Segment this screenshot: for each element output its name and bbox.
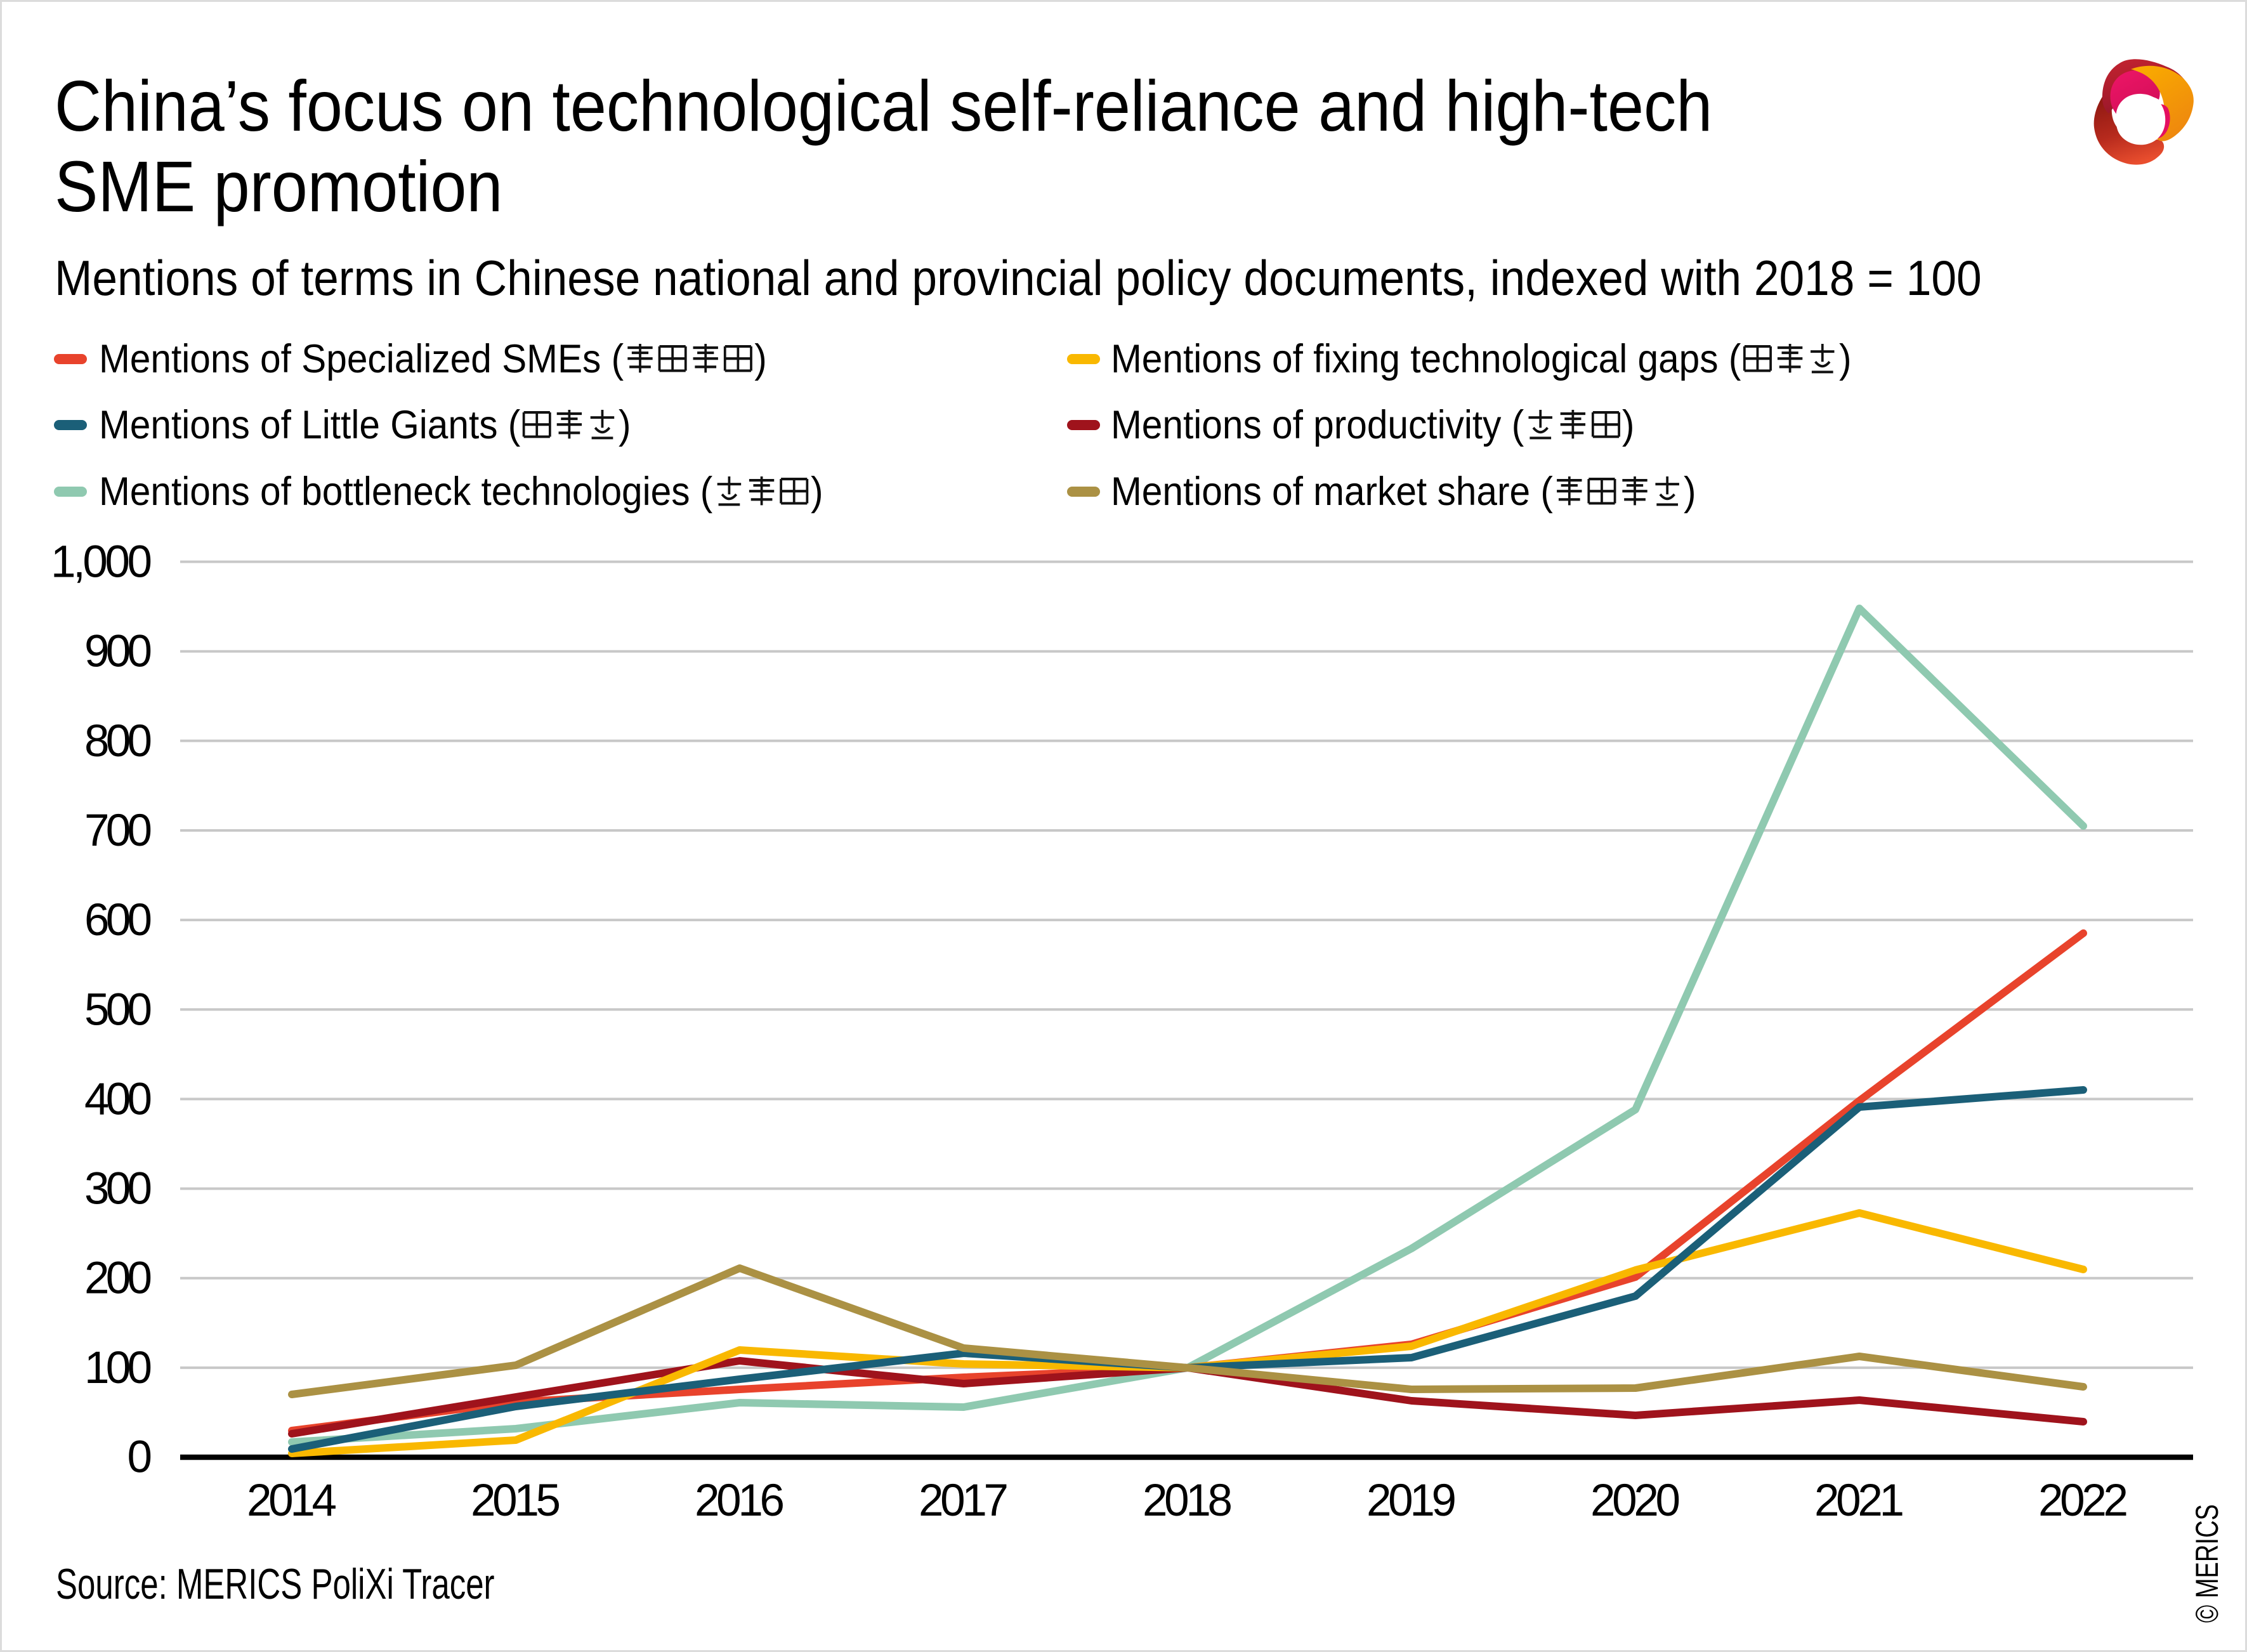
- svg-text:800: 800: [84, 716, 152, 766]
- svg-text:500: 500: [84, 985, 152, 1035]
- svg-text:1,000: 1,000: [51, 537, 152, 587]
- svg-text:0: 0: [128, 1432, 153, 1483]
- svg-text:2014: 2014: [247, 1476, 337, 1526]
- svg-text:2019: 2019: [1366, 1476, 1457, 1526]
- svg-text:2015: 2015: [471, 1476, 561, 1526]
- svg-text:400: 400: [84, 1074, 152, 1124]
- svg-text:2018: 2018: [1143, 1476, 1233, 1526]
- svg-text:2016: 2016: [695, 1476, 785, 1526]
- svg-text:2020: 2020: [1590, 1476, 1680, 1526]
- svg-text:900: 900: [84, 627, 152, 677]
- svg-text:2017: 2017: [919, 1476, 1009, 1526]
- svg-text:600: 600: [84, 895, 152, 945]
- svg-text:2022: 2022: [2038, 1476, 2128, 1526]
- svg-text:2021: 2021: [1814, 1476, 1904, 1526]
- svg-text:100: 100: [84, 1343, 152, 1393]
- svg-text:700: 700: [84, 806, 152, 856]
- svg-text:© MERICS: © MERICS: [2189, 1504, 2225, 1623]
- svg-text:200: 200: [84, 1254, 152, 1304]
- svg-text:300: 300: [84, 1164, 152, 1214]
